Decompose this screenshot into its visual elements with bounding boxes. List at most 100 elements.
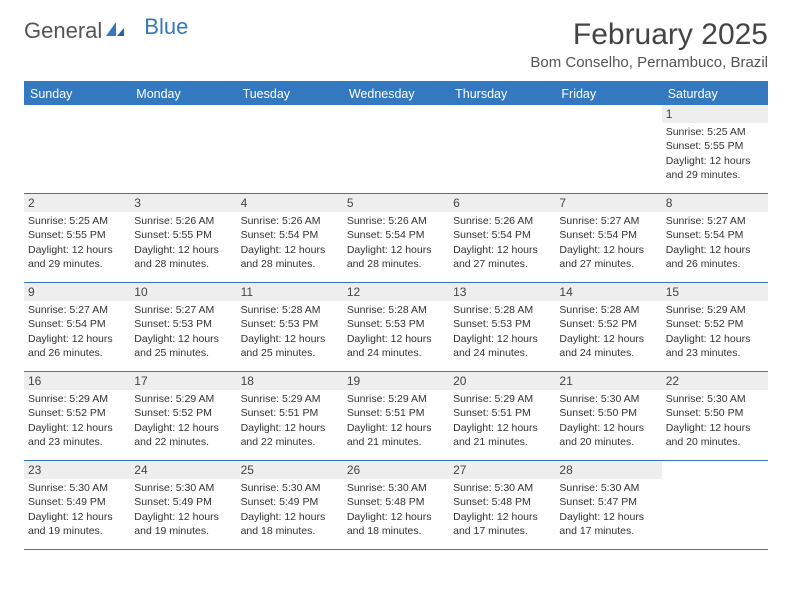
day1-text: Daylight: 12 hours [666,243,764,257]
calendar-week: 23Sunrise: 5:30 AMSunset: 5:49 PMDayligh… [24,461,768,550]
day-number: 11 [237,283,343,301]
day-body: Sunrise: 5:25 AMSunset: 5:55 PMDaylight:… [24,212,130,275]
day2-text: and 29 minutes. [28,257,126,271]
sunrise-text: Sunrise: 5:27 AM [559,214,657,228]
sunset-text: Sunset: 5:51 PM [453,406,551,420]
day-number: 9 [24,283,130,301]
day1-text: Daylight: 12 hours [453,243,551,257]
day1-text: Daylight: 12 hours [347,421,445,435]
sunrise-text: Sunrise: 5:27 AM [134,303,232,317]
calendar-cell: 20Sunrise: 5:29 AMSunset: 5:51 PMDayligh… [449,372,555,460]
day2-text: and 25 minutes. [134,346,232,360]
day-number: 19 [343,372,449,390]
day-header: Thursday [449,83,555,105]
sunset-text: Sunset: 5:53 PM [134,317,232,331]
location: Bom Conselho, Pernambuco, Brazil [530,54,768,71]
day-body: Sunrise: 5:27 AMSunset: 5:53 PMDaylight:… [130,301,236,364]
calendar-cell: 13Sunrise: 5:28 AMSunset: 5:53 PMDayligh… [449,283,555,371]
sunset-text: Sunset: 5:49 PM [28,495,126,509]
calendar-cell [555,105,661,193]
sunrise-text: Sunrise: 5:30 AM [28,481,126,495]
day-number: 3 [130,194,236,212]
day-body: Sunrise: 5:29 AMSunset: 5:52 PMDaylight:… [24,390,130,453]
day-number: 26 [343,461,449,479]
calendar-cell: 3Sunrise: 5:26 AMSunset: 5:55 PMDaylight… [130,194,236,282]
day-number: 13 [449,283,555,301]
calendar: Sunday Monday Tuesday Wednesday Thursday… [24,81,768,550]
day-body: Sunrise: 5:30 AMSunset: 5:49 PMDaylight:… [237,479,343,542]
day2-text: and 25 minutes. [241,346,339,360]
sunrise-text: Sunrise: 5:29 AM [134,392,232,406]
calendar-cell [662,461,768,549]
day1-text: Daylight: 12 hours [241,421,339,435]
day-number: 16 [24,372,130,390]
day-number: 2 [24,194,130,212]
sunrise-text: Sunrise: 5:30 AM [347,481,445,495]
brand-text-2: Blue [144,14,188,40]
sunset-text: Sunset: 5:48 PM [347,495,445,509]
sunset-text: Sunset: 5:48 PM [453,495,551,509]
day-body: Sunrise: 5:28 AMSunset: 5:53 PMDaylight:… [343,301,449,364]
day1-text: Daylight: 12 hours [453,332,551,346]
day1-text: Daylight: 12 hours [666,421,764,435]
calendar-cell: 15Sunrise: 5:29 AMSunset: 5:52 PMDayligh… [662,283,768,371]
day-number: 24 [130,461,236,479]
day2-text: and 29 minutes. [666,168,764,182]
day1-text: Daylight: 12 hours [28,332,126,346]
calendar-header-row: Sunday Monday Tuesday Wednesday Thursday… [24,83,768,105]
day-number: 1 [662,105,768,123]
calendar-cell: 5Sunrise: 5:26 AMSunset: 5:54 PMDaylight… [343,194,449,282]
day-body: Sunrise: 5:29 AMSunset: 5:51 PMDaylight:… [449,390,555,453]
calendar-cell: 28Sunrise: 5:30 AMSunset: 5:47 PMDayligh… [555,461,661,549]
sunset-text: Sunset: 5:49 PM [134,495,232,509]
day1-text: Daylight: 12 hours [28,510,126,524]
calendar-cell: 16Sunrise: 5:29 AMSunset: 5:52 PMDayligh… [24,372,130,460]
day2-text: and 26 minutes. [28,346,126,360]
day-header: Saturday [662,83,768,105]
day-body: Sunrise: 5:30 AMSunset: 5:48 PMDaylight:… [449,479,555,542]
day2-text: and 24 minutes. [347,346,445,360]
day2-text: and 17 minutes. [559,524,657,538]
sunset-text: Sunset: 5:51 PM [241,406,339,420]
sunset-text: Sunset: 5:54 PM [347,228,445,242]
calendar-cell: 22Sunrise: 5:30 AMSunset: 5:50 PMDayligh… [662,372,768,460]
day-header: Friday [555,83,661,105]
day-number: 22 [662,372,768,390]
day2-text: and 21 minutes. [347,435,445,449]
calendar-cell: 17Sunrise: 5:29 AMSunset: 5:52 PMDayligh… [130,372,236,460]
day2-text: and 27 minutes. [453,257,551,271]
brand-logo: General Blue [24,18,188,44]
day1-text: Daylight: 12 hours [241,510,339,524]
sunset-text: Sunset: 5:53 PM [453,317,551,331]
day-number: 17 [130,372,236,390]
day1-text: Daylight: 12 hours [559,332,657,346]
day-number: 8 [662,194,768,212]
day-header: Wednesday [343,83,449,105]
day1-text: Daylight: 12 hours [134,243,232,257]
day-body: Sunrise: 5:27 AMSunset: 5:54 PMDaylight:… [24,301,130,364]
header: General Blue February 2025 Bom Conselho,… [24,18,768,71]
calendar-cell: 9Sunrise: 5:27 AMSunset: 5:54 PMDaylight… [24,283,130,371]
day2-text: and 17 minutes. [453,524,551,538]
page-title: February 2025 [530,18,768,52]
day1-text: Daylight: 12 hours [559,243,657,257]
day1-text: Daylight: 12 hours [559,421,657,435]
calendar-cell: 7Sunrise: 5:27 AMSunset: 5:54 PMDaylight… [555,194,661,282]
day1-text: Daylight: 12 hours [28,421,126,435]
calendar-week: 1Sunrise: 5:25 AMSunset: 5:55 PMDaylight… [24,105,768,194]
sunrise-text: Sunrise: 5:29 AM [453,392,551,406]
day-number: 14 [555,283,661,301]
sunrise-text: Sunrise: 5:30 AM [453,481,551,495]
sunrise-text: Sunrise: 5:26 AM [453,214,551,228]
day-number: 15 [662,283,768,301]
sunrise-text: Sunrise: 5:27 AM [28,303,126,317]
sunset-text: Sunset: 5:53 PM [241,317,339,331]
day-number: 6 [449,194,555,212]
day-number: 5 [343,194,449,212]
day1-text: Daylight: 12 hours [347,332,445,346]
calendar-cell: 8Sunrise: 5:27 AMSunset: 5:54 PMDaylight… [662,194,768,282]
calendar-cell [237,105,343,193]
sunrise-text: Sunrise: 5:30 AM [559,392,657,406]
day1-text: Daylight: 12 hours [666,332,764,346]
day-number: 18 [237,372,343,390]
